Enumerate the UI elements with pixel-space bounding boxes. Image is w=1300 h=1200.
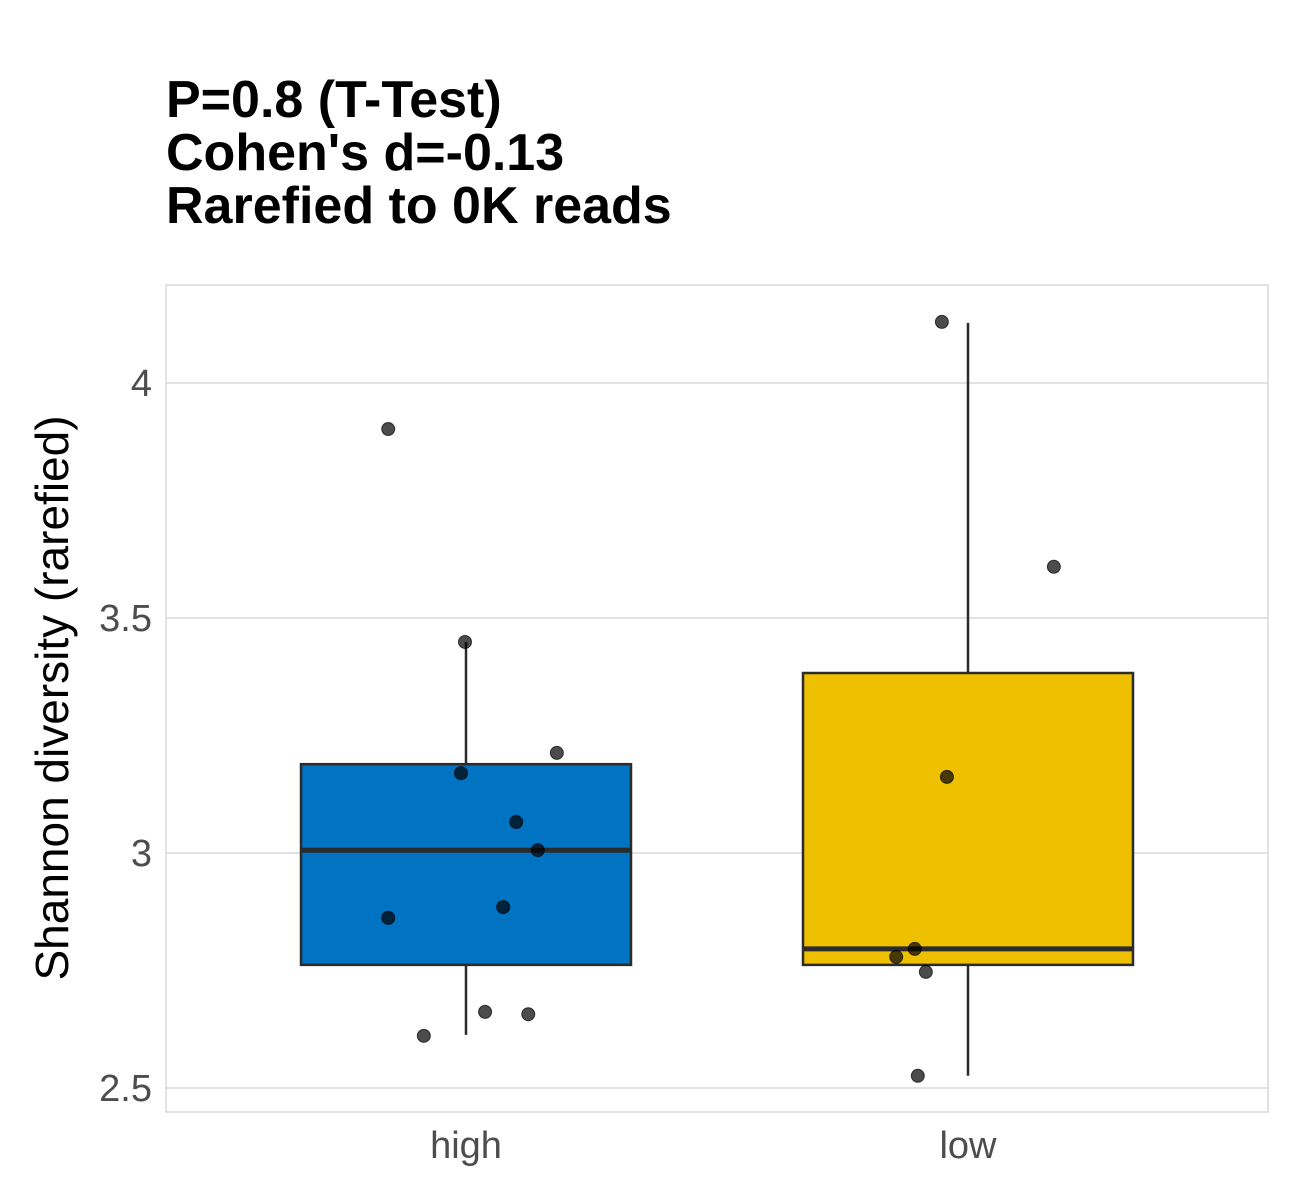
- y-tick-label: 3.5: [99, 598, 152, 640]
- data-point: [457, 634, 472, 649]
- title-line-pvalue: P=0.8 (T-Test): [166, 71, 502, 129]
- data-point: [496, 900, 511, 915]
- data-point: [939, 769, 954, 784]
- data-point: [549, 745, 564, 760]
- x-tick-label: low: [939, 1125, 997, 1167]
- data-point: [889, 949, 904, 964]
- data-point: [910, 1068, 925, 1083]
- data-point: [381, 910, 396, 925]
- title-line-cohens-d: Cohen's d=-0.13: [166, 124, 565, 182]
- data-point: [530, 843, 545, 858]
- data-point: [907, 941, 922, 956]
- chart-title: P=0.8 (T-Test) Cohen's d=-0.13 Rarefied …: [166, 74, 672, 233]
- y-tick-label: 4: [131, 363, 152, 405]
- y-axis-label: Shannon diversity (rarefied): [26, 415, 78, 980]
- data-point: [381, 422, 396, 437]
- data-point: [918, 964, 933, 979]
- y-tick-label: 2.5: [99, 1068, 152, 1110]
- data-point: [509, 814, 524, 829]
- y-tick-label: 3: [131, 833, 152, 875]
- box-low: [801, 671, 1135, 967]
- data-point: [416, 1028, 431, 1043]
- title-line-rarefied: Rarefied to 0K reads: [166, 177, 672, 235]
- data-point: [453, 766, 468, 781]
- x-tick-label: high: [430, 1125, 502, 1167]
- data-point: [521, 1007, 536, 1022]
- box-high: [299, 762, 633, 967]
- data-point: [1046, 559, 1061, 574]
- data-point: [934, 314, 949, 329]
- data-point: [478, 1004, 493, 1019]
